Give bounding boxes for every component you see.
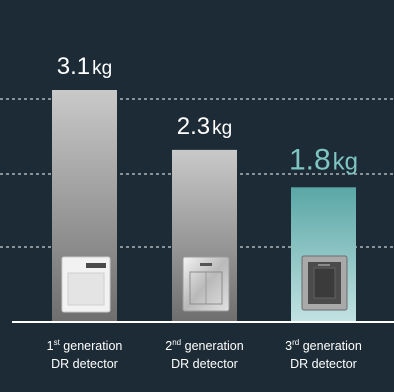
- category-label-line1: 2nd generation: [165, 338, 243, 353]
- category-label-line2: DR detector: [51, 357, 118, 371]
- first-gen-detector-icon: [61, 256, 111, 313]
- value-label: 2.3 kg: [177, 113, 232, 140]
- value-labels: 3.1 kg2.3 kg1.8kg: [57, 53, 358, 176]
- category-labels: 1st generation DR detector 2nd generation D…: [47, 338, 362, 371]
- value-number: 2.3: [177, 113, 210, 140]
- value-unit: kg: [212, 118, 232, 139]
- value-number: 3.1: [57, 53, 90, 80]
- category-label-line2: DR detector: [290, 357, 357, 371]
- category-label-line1: 1st generation: [47, 338, 123, 353]
- bars: [52, 90, 356, 322]
- second-gen-detector-icon: [182, 256, 230, 312]
- value-unit: kg: [92, 58, 112, 79]
- third-gen-detector-icon: [301, 255, 348, 311]
- category-label-line2: DR detector: [171, 357, 238, 371]
- value-label: 3.1 kg: [57, 53, 112, 80]
- value-unit: kg: [333, 148, 358, 175]
- category-label-line1: 3rd generation: [285, 338, 362, 353]
- value-label: 1.8kg: [289, 143, 358, 176]
- value-number: 1.8: [289, 143, 331, 176]
